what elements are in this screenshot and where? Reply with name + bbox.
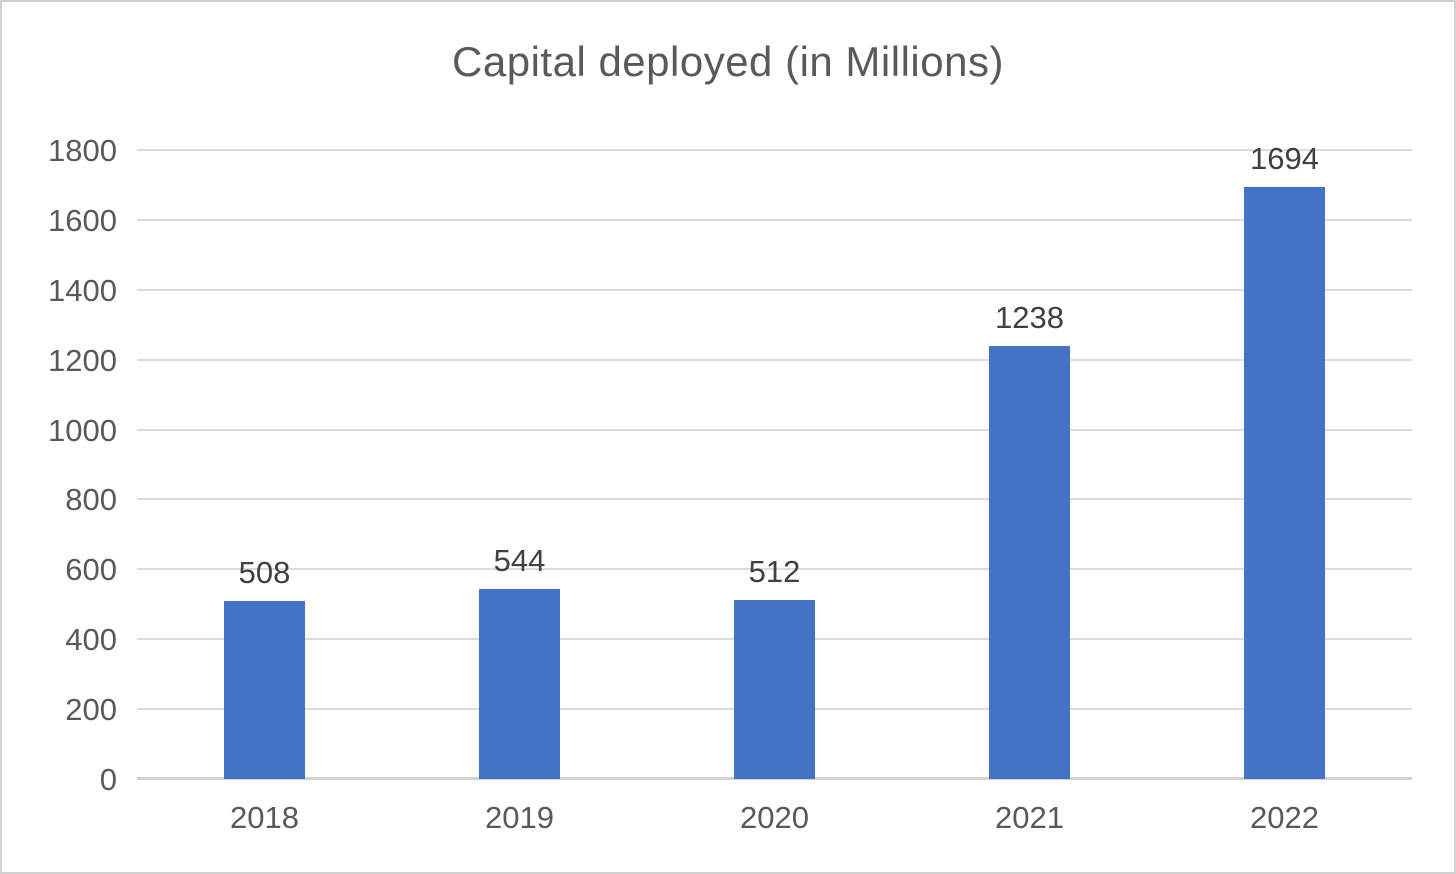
data-label-2019: 544 <box>493 542 546 578</box>
plot-area: 0 200 400 600 800 1000 1200 1400 1600 1800 508 2018… <box>48 135 1412 833</box>
data-label-2021: 1238 <box>995 300 1064 336</box>
y-axis-tick-label: 1200 <box>48 342 117 378</box>
gridline-600 <box>137 568 1412 571</box>
gridline-1200 <box>137 358 1412 361</box>
data-label-2018: 508 <box>238 555 291 591</box>
chart-title: Capital deployed (in Millions) <box>452 38 1004 85</box>
x-axis-tick-label-2019: 2019 <box>485 800 554 835</box>
data-label-2022: 1694 <box>1250 141 1319 177</box>
data-label-2020: 512 <box>748 554 801 590</box>
y-axis-tick-label: 0 <box>99 762 117 797</box>
bar-2019 <box>479 588 560 779</box>
y-axis-tick-label: 1800 <box>48 133 117 168</box>
x-axis-tick-label-2021: 2021 <box>995 800 1064 835</box>
x-axis-tick-label-2018: 2018 <box>230 800 299 835</box>
gridline-1800 <box>137 149 1412 151</box>
y-axis-tick-label: 1000 <box>48 412 117 448</box>
gridline-1400 <box>137 288 1412 291</box>
y-axis-tick-label: 400 <box>65 622 117 658</box>
bar-2021 <box>989 346 1070 779</box>
y-axis-tick-label: 1600 <box>48 202 117 238</box>
gridline-1000 <box>137 428 1412 431</box>
x-axis-tick-label-2022: 2022 <box>1250 800 1319 835</box>
y-axis-tick-label: 600 <box>65 552 117 588</box>
bar-2020 <box>734 600 815 779</box>
x-axis-tick-label-2020: 2020 <box>740 800 809 835</box>
gridline-1600 <box>137 218 1412 221</box>
y-axis-tick-label: 1400 <box>48 272 117 308</box>
bar-2018 <box>224 601 305 779</box>
y-axis-tick-label: 800 <box>65 482 117 518</box>
gridline-800 <box>137 498 1412 501</box>
y-axis-tick-label: 200 <box>65 692 117 728</box>
bar-2022 <box>1244 187 1325 779</box>
